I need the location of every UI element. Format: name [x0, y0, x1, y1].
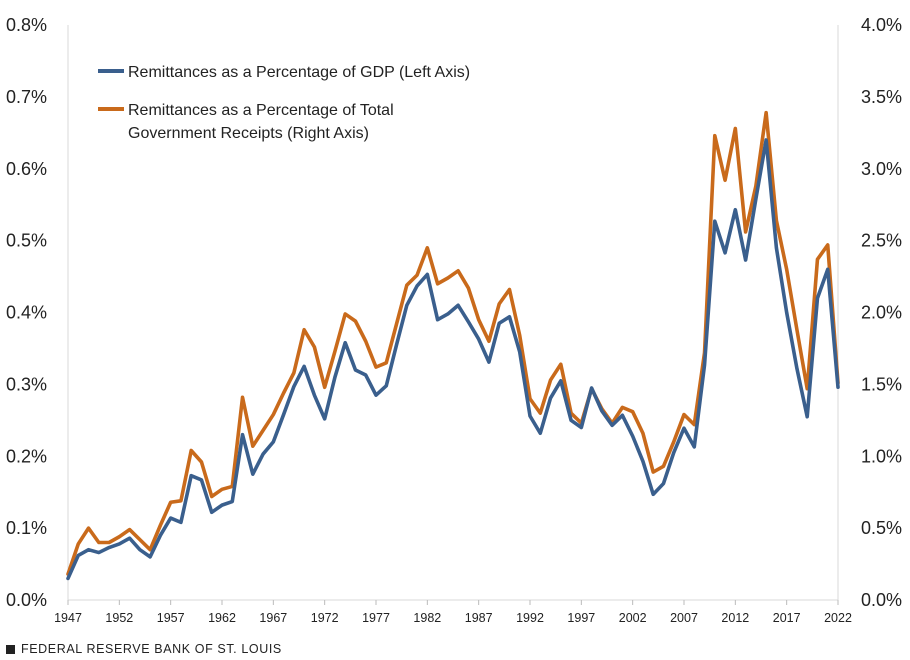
- left-tick-label: 0.1%: [6, 518, 47, 538]
- x-tick-label: 1997: [567, 611, 595, 625]
- x-tick-label: 1967: [259, 611, 287, 625]
- x-tick-label: 1992: [516, 611, 544, 625]
- x-tick-label: 2012: [721, 611, 749, 625]
- left-tick-label: 0.0%: [6, 590, 47, 610]
- left-axis: 0.0% 0.1% 0.2% 0.3% 0.4% 0.5% 0.6% 0.7% 0.8%: [6, 15, 47, 610]
- x-tick-label: 1957: [157, 611, 185, 625]
- right-tick-label: 0.5%: [861, 518, 902, 538]
- left-tick-label: 0.6%: [6, 159, 47, 179]
- x-tick-label: 2022: [824, 611, 852, 625]
- legend: Remittances as a Percentage of GDP (Left…: [98, 64, 470, 142]
- x-tick-label: 1947: [54, 611, 82, 625]
- x-tick-label: 1952: [105, 611, 133, 625]
- left-tick-label: 0.7%: [6, 87, 47, 107]
- series-layer: [66, 110, 840, 581]
- x-axis: 1947 1952 1957 1962 1967 1972 1977 1982 1987 1992…: [54, 600, 852, 625]
- x-tick-label: 2017: [773, 611, 801, 625]
- left-tick-label: 0.3%: [6, 374, 47, 394]
- source-footer: FEDERAL RESERVE BANK OF ST. LOUIS: [6, 642, 282, 656]
- series-line-gdp: [66, 138, 840, 581]
- legend-label-receipts-line2: Government Receipts (Right Axis): [128, 125, 369, 142]
- right-tick-label: 2.5%: [861, 231, 902, 251]
- source-label: FEDERAL RESERVE BANK OF ST. LOUIS: [21, 642, 282, 656]
- x-tick-label: 1982: [413, 611, 441, 625]
- series-line-receipts: [66, 110, 840, 576]
- left-tick-label: 0.5%: [6, 231, 47, 251]
- x-tick-label: 1987: [465, 611, 493, 625]
- source-square-icon: [6, 644, 15, 654]
- x-tick-label: 1972: [311, 611, 339, 625]
- right-tick-label: 0.0%: [861, 590, 902, 610]
- right-tick-label: 4.0%: [861, 15, 902, 35]
- right-tick-label: 2.0%: [861, 303, 902, 323]
- legend-label-receipts-line1: Remittances as a Percentage of Total: [128, 102, 394, 119]
- right-tick-label: 1.5%: [861, 374, 902, 394]
- plot-frame: [67, 25, 839, 601]
- right-tick-label: 3.5%: [861, 87, 902, 107]
- left-tick-label: 0.2%: [6, 446, 47, 466]
- right-tick-label: 3.0%: [861, 159, 902, 179]
- right-axis: 0.0% 0.5% 1.0% 1.5% 2.0% 2.5% 3.0% 3.5% 4.0%: [861, 15, 902, 610]
- x-tick-label: 1977: [362, 611, 390, 625]
- right-tick-label: 1.0%: [861, 446, 902, 466]
- x-tick-label: 2002: [619, 611, 647, 625]
- x-tick-label: 1962: [208, 611, 236, 625]
- left-tick-label: 0.8%: [6, 15, 47, 35]
- legend-label-gdp: Remittances as a Percentage of GDP (Left…: [128, 64, 470, 81]
- left-tick-label: 0.4%: [6, 303, 47, 323]
- x-tick-label: 2007: [670, 611, 698, 625]
